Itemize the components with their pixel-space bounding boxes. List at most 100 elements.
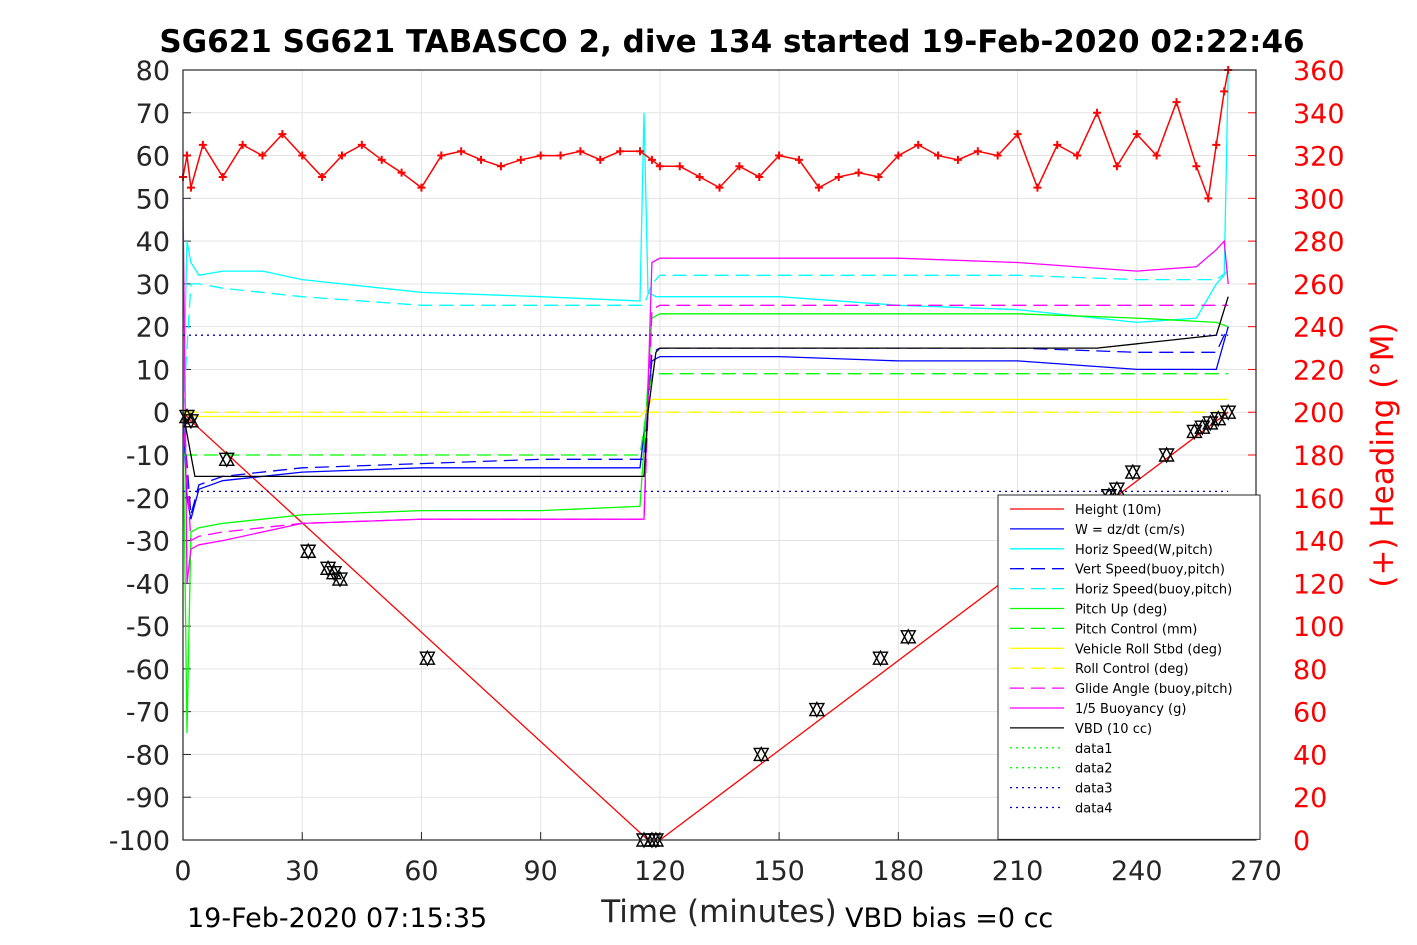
heading-point	[874, 172, 883, 181]
depth-marker	[331, 570, 349, 588]
depth-marker	[808, 701, 826, 719]
depth-marker	[1202, 414, 1219, 432]
legend-entry: Vert Speed(buoy,pitch)	[1075, 563, 1225, 578]
heading-point	[854, 168, 863, 177]
heading-point	[556, 151, 565, 160]
heading-point	[417, 183, 426, 192]
x-tick-label: 30	[285, 856, 319, 887]
legend-entry: data1	[1075, 742, 1113, 757]
y-right-tick-label: 140	[1293, 527, 1345, 558]
y-right-axis-label: (+) Heading (°M)	[1365, 322, 1401, 587]
series-line-10	[182, 304, 1229, 542]
legend-entry: Horiz Speed(buoy,pitch)	[1075, 583, 1232, 598]
legend-entry: Glide Angle (buoy,pitch)	[1075, 682, 1233, 697]
heading-point	[397, 168, 406, 177]
x-tick-label: 150	[753, 856, 805, 887]
heading-point	[715, 183, 724, 192]
legend-entry: Pitch Control (mm)	[1075, 622, 1197, 637]
y-right-tick-label: 160	[1293, 484, 1345, 515]
heading-point	[834, 172, 843, 181]
y-tick-label: 80	[136, 56, 170, 87]
y-right-tick-label: 80	[1293, 655, 1327, 686]
heading-point	[973, 147, 982, 156]
y-right-tick-label: 320	[1293, 142, 1345, 173]
legend-entry: Roll Control (deg)	[1075, 662, 1189, 677]
legend-entry: Height (10m)	[1075, 503, 1161, 518]
x-tick-label: 270	[1230, 856, 1282, 887]
footer-timestamp: 19-Feb-2020 07:15:35	[187, 903, 487, 934]
plot-frame	[182, 69, 1257, 841]
y-right-tick-label: 180	[1293, 441, 1345, 472]
heading-point	[377, 155, 386, 164]
depth-marker	[1186, 422, 1203, 440]
legend-entry: VBD (10 cc)	[1075, 722, 1152, 737]
x-tick-label: 90	[523, 856, 557, 887]
y-tick-label: 70	[136, 99, 170, 130]
y-tick-labels: 80 70 60 50 40 30 20 10 0 -10 -20 -30 -40 -50 -60 -70 -8…	[109, 56, 170, 857]
legend-entry: data3	[1075, 782, 1113, 797]
depth-marker	[872, 649, 889, 667]
legend-entry: Horiz Speed(W,pitch)	[1075, 543, 1213, 558]
heading-point	[437, 151, 446, 160]
y-tick-label: -10	[126, 441, 170, 472]
y-right-tick-label: 260	[1293, 270, 1345, 301]
y-right-tick-label: 220	[1293, 355, 1345, 386]
y-tick-label: -60	[126, 655, 170, 686]
y-tick-label: -40	[126, 569, 170, 600]
heading-point	[735, 162, 744, 171]
y-tick-label: -70	[126, 698, 170, 729]
y-tick-label: -100	[109, 826, 170, 857]
heading-point	[1093, 108, 1102, 117]
legend-entry: W = dz/dt (cm/s)	[1075, 523, 1185, 538]
depth-marker	[300, 542, 317, 560]
heading-point	[516, 155, 525, 164]
depth-marker	[1158, 446, 1175, 464]
heading-point	[298, 151, 307, 160]
y-tick-label: -50	[126, 612, 170, 643]
y-right-tick-label: 0	[1293, 826, 1310, 857]
y-right-tick-label: 40	[1293, 740, 1327, 771]
depth-marker	[1220, 403, 1237, 421]
x-tick-label: 210	[992, 856, 1044, 887]
footer-vbd-bias: VBD bias =0 cc	[845, 903, 1053, 934]
heading-point	[775, 151, 784, 160]
y-right-tick-label: 240	[1293, 313, 1345, 344]
y-tick-label: -90	[126, 783, 170, 814]
heading-point	[1220, 87, 1229, 96]
y-tick-label: -20	[126, 484, 170, 515]
heading-point	[1172, 98, 1181, 107]
heading-point	[1212, 140, 1221, 149]
legend-entry: data2	[1075, 762, 1113, 777]
y-tick-label: -30	[126, 527, 170, 558]
x-tick-label: 60	[404, 856, 438, 887]
y-right-tick-label: 340	[1293, 99, 1345, 130]
y-right-tick-label: 100	[1293, 612, 1345, 643]
heading-point	[337, 151, 346, 160]
heading-point	[278, 130, 287, 139]
y-tick-label: 50	[136, 184, 170, 215]
heading-point	[596, 155, 605, 164]
depth-marker	[1194, 418, 1211, 436]
heading-point	[695, 172, 704, 181]
y-tick-label: 30	[136, 270, 170, 301]
heading-point	[616, 147, 625, 156]
heading-point	[457, 147, 466, 156]
y-right-tick-labels: 3603403203002802602402202001801601401201…	[1293, 56, 1345, 857]
y-tick-label: 20	[136, 313, 170, 344]
series-line-3	[182, 69, 1229, 413]
heading-point	[1112, 162, 1121, 171]
heading-point	[647, 155, 656, 164]
heading-point	[636, 147, 645, 156]
heading-point	[182, 151, 191, 160]
x-axis-label: Time (minutes)	[600, 894, 836, 930]
heading-point	[357, 140, 366, 149]
y-tick-label: 0	[153, 398, 170, 429]
x-tick-label: 240	[1111, 856, 1163, 887]
heading-point	[894, 151, 903, 160]
x-tick-label: 0	[174, 856, 191, 887]
y-right-tick-label: 300	[1293, 184, 1345, 215]
heading-point	[993, 151, 1002, 160]
x-tick-labels: 0 30 60 90 120 150 180 210 240 270	[174, 856, 1281, 887]
depth-marker	[900, 628, 917, 646]
